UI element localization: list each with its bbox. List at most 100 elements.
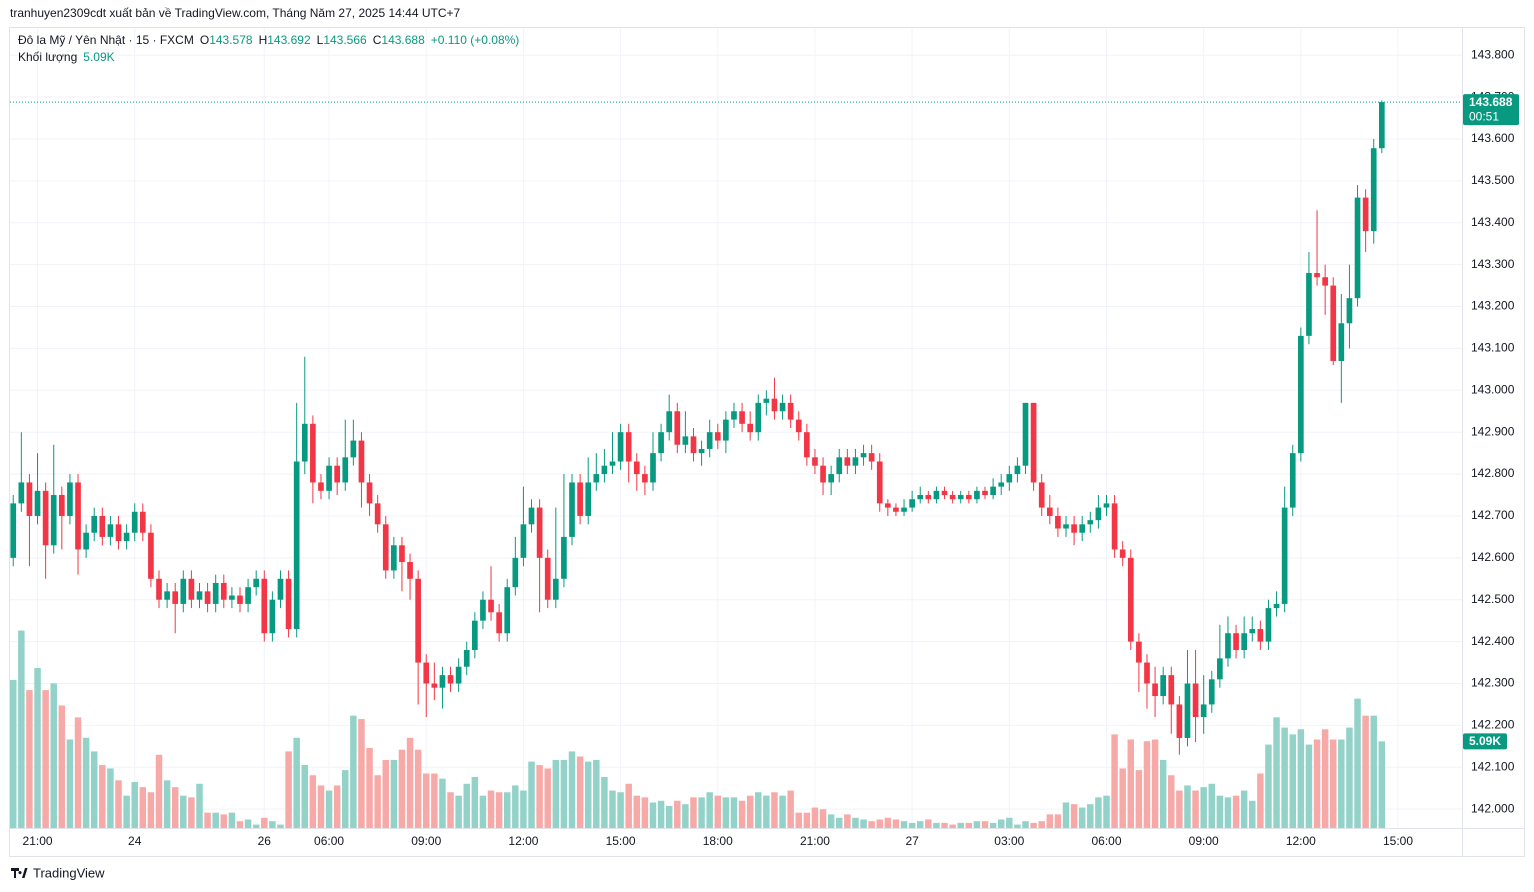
candle-body [1370,148,1377,232]
volume-bar [1038,821,1045,828]
y-tick-label: 143.300 [1471,257,1515,271]
candle-body [982,490,988,496]
x-tick-label: 06:00 [1091,834,1121,848]
volume-bar [811,807,819,828]
volume-bar [884,817,892,828]
candle-body [293,461,300,630]
candle-body [1144,662,1150,684]
x-tick-label: 06:00 [314,834,344,848]
y-tick-label: 142.300 [1471,676,1515,690]
candle-body [787,402,794,420]
volume-bar [26,690,33,828]
candle-body [941,490,948,496]
o-label: O [200,33,209,47]
candle-body [795,419,802,433]
volume-bar [1192,790,1199,828]
candle-body [1168,675,1175,705]
volume-tag [1463,733,1507,750]
volume-bar [682,804,689,828]
candle-body [1022,402,1029,466]
volume-bar [552,759,560,828]
volume-bar [892,819,900,828]
candle-body [439,675,446,688]
volume-bar [1289,734,1296,828]
volume-bar [706,792,713,828]
volume-bar [641,797,649,828]
y-tick-label: 143.000 [1471,382,1515,396]
c-value: 143.688 [381,33,425,47]
volume-bar [58,705,66,828]
candle-body [860,453,867,458]
volume-bar [390,759,398,828]
volume-bar [1078,807,1086,828]
volume-bar [252,824,260,828]
volume-bar [722,797,730,828]
candle-body [488,599,494,613]
candle-body [828,474,834,483]
candle-body [731,411,737,420]
volume-bar [503,792,511,828]
candle-body [706,432,713,449]
y-tick-label: 143.200 [1471,299,1515,313]
candle-body [528,507,535,525]
volume-bar [795,812,802,828]
volume-bar [1224,797,1232,828]
volume-bar [868,821,875,828]
volume-bar [107,768,114,828]
volume-bar [916,821,924,828]
volume-bar [155,754,163,828]
candle-body [415,578,421,663]
candle-body [18,482,25,504]
volume-bar [1127,739,1135,828]
volume-bar [374,775,381,828]
candle-body [139,511,146,533]
candle-body [658,432,664,454]
volume-bar [188,797,195,828]
volume-bar [212,812,219,828]
volume-bar [1054,814,1062,828]
volume-bar [981,821,989,828]
candle-body [561,536,567,579]
volume-bar [787,790,794,828]
volume-bar [277,824,284,828]
volume-bar [123,795,130,828]
volume-bar [414,749,422,828]
candle-body [593,474,600,483]
volume-bar [576,756,584,828]
candle-body [245,587,251,604]
candle-body [698,448,705,454]
y-tick-label: 142.900 [1471,424,1515,438]
candle-body [1103,503,1110,508]
candle-body [1233,633,1239,650]
candle-body [463,649,470,667]
candle-body [1346,298,1353,324]
candle-body [1038,482,1045,508]
candle-body [901,507,907,512]
volume-bar [1257,773,1264,828]
candle-body [423,662,430,684]
x-tick-label: 26 [258,834,272,848]
candle-body [1257,629,1264,642]
volume-legend: Khối lượng 5.09K [18,50,115,64]
candle-body [520,524,527,558]
volume-bar [171,787,179,828]
candle-body [990,486,996,496]
volume-bar [10,679,17,828]
volume-bar [1240,790,1248,828]
volume-bar [358,719,365,828]
volume-bar [34,668,41,828]
volume-bar [528,761,535,828]
candle-body [277,578,284,600]
volume-bar [82,737,90,828]
x-tick-label: 24 [128,834,142,848]
candle-body [58,495,65,516]
volume-bar [269,821,276,828]
candle-body [674,411,681,445]
y-tick-label: 142.700 [1471,508,1515,522]
volume-bar [1273,717,1280,828]
candle-body [1111,503,1118,550]
candle-body [512,557,519,588]
volume-bar [876,819,883,828]
volume-bar [1305,744,1313,828]
candle-body [1249,629,1256,634]
